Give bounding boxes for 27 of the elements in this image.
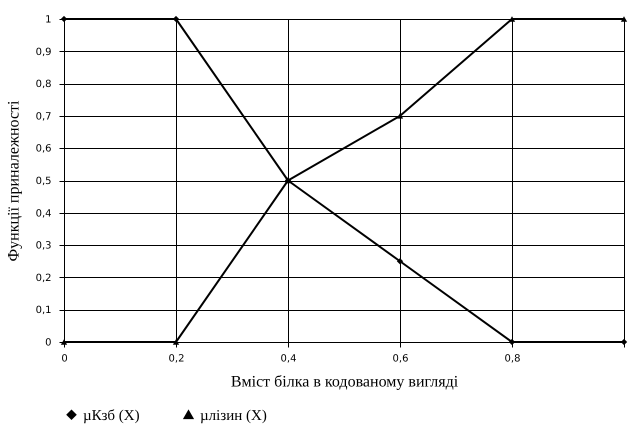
- y-tick-label: 0,6: [36, 144, 52, 155]
- point: [620, 338, 628, 346]
- y-tick-label: 0: [45, 338, 52, 348]
- point: [508, 338, 516, 346]
- y-tick-label: 0,7: [36, 111, 52, 122]
- x-tick-label: 0,8: [504, 354, 520, 364]
- x-tick-label: 0: [61, 354, 68, 364]
- y-tick-label: 0,4: [36, 208, 52, 220]
- y-tick-label: 0,5: [36, 176, 52, 187]
- x-tick-label: 0,4: [280, 354, 296, 364]
- point: [396, 258, 404, 264]
- x-tick-label: 0,2: [168, 354, 184, 364]
- x-axis-title: Вміст білка в кодованому вигляді: [230, 374, 459, 390]
- y-axis-title: Функції приналежності: [6, 100, 23, 262]
- y-tick-label: 0,1: [36, 305, 52, 316]
- point: [172, 339, 180, 345]
- y-tick-label: 0,8: [36, 79, 52, 90]
- y-tick-label: 0,9: [36, 46, 52, 58]
- y-tick-label: 1: [45, 14, 52, 26]
- x-tick-label: 0,6: [392, 354, 408, 364]
- y-tick-label: 0,2: [36, 272, 52, 284]
- point: [620, 16, 628, 22]
- legend-label: µлізин (X): [200, 408, 267, 424]
- point: [172, 16, 180, 22]
- point: [396, 113, 404, 119]
- y-tick-label: 0,3: [36, 240, 52, 252]
- legend-label: µКзб (X): [83, 408, 140, 424]
